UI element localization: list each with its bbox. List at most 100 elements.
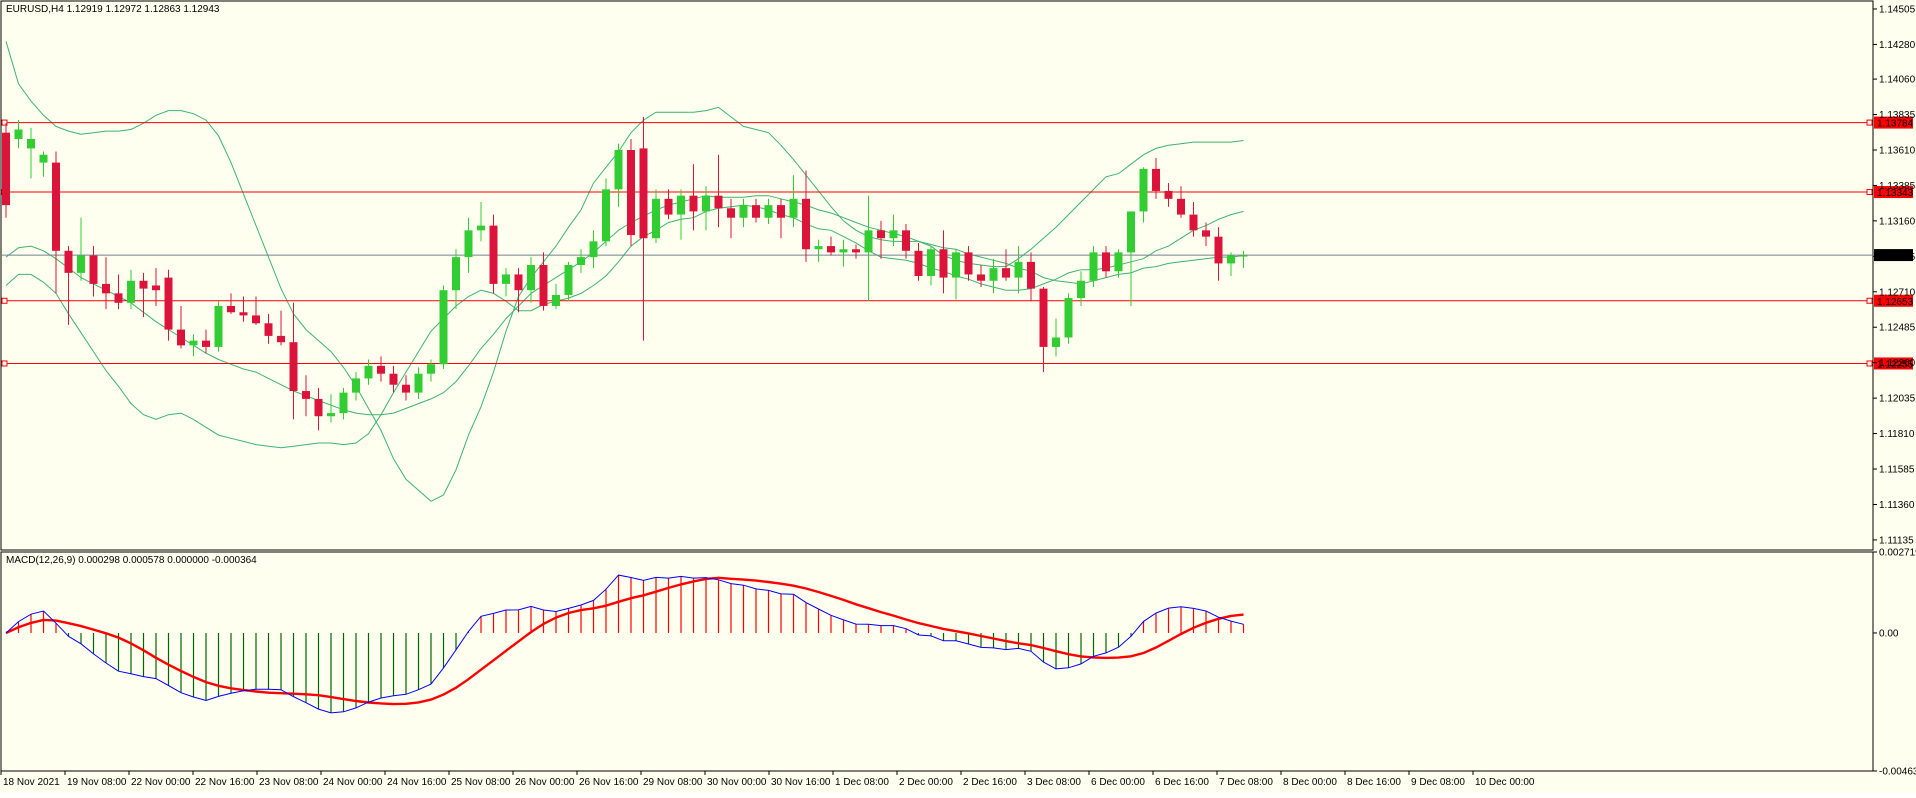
candle (77, 217, 85, 281)
candle-body (1027, 261, 1035, 289)
candle (989, 258, 998, 294)
candle (427, 359, 435, 382)
candle-body (152, 285, 160, 291)
candle-body (139, 280, 148, 289)
price-tick-label: 1.12035 (1879, 394, 1916, 405)
macd-tick-label: 0.00 (1879, 628, 1899, 639)
candle-body (289, 342, 298, 392)
candle-body (377, 365, 385, 374)
candle (702, 186, 710, 231)
time-tick-label: 26 Nov 16:00 (579, 777, 639, 788)
candle-body (464, 230, 473, 258)
candle-body (239, 312, 248, 316)
candle-body (214, 305, 223, 347)
candle (789, 175, 798, 228)
candle-body (727, 208, 735, 218)
candle-body (227, 305, 235, 313)
candle (1039, 287, 1048, 373)
candle (252, 296, 260, 325)
candle (952, 249, 960, 300)
candle-body (39, 154, 48, 163)
price-tick-label: 1.12710 (1879, 287, 1916, 298)
candle-body (102, 283, 110, 294)
macd-pane[interactable] (0, 551, 1874, 772)
candle (1164, 183, 1173, 207)
candle (202, 329, 210, 354)
candle-body (952, 252, 960, 278)
candle (439, 285, 448, 369)
candle-body (477, 225, 485, 231)
time-tick-label: 18 Nov 2021 (3, 777, 60, 788)
candle (389, 365, 398, 393)
candle-body (514, 274, 523, 291)
candle-body (27, 138, 35, 149)
price-tick-label: 1.12935 (1879, 252, 1916, 263)
candle (1102, 246, 1110, 278)
candle (539, 252, 548, 311)
candles (2, 116, 1248, 431)
candle-body (389, 373, 398, 385)
candle-body (802, 198, 810, 250)
candle-body (52, 162, 60, 251)
candle (1202, 222, 1210, 247)
candle (189, 334, 198, 357)
candle-body (64, 250, 73, 273)
candle-body (814, 246, 823, 250)
band-upper-line (5, 41, 1244, 502)
candle (777, 198, 785, 239)
time-tick-label: 24 Nov 16:00 (387, 777, 447, 788)
time-tick-label: 2 Dec 16:00 (963, 777, 1017, 788)
candle-body (1089, 252, 1098, 281)
candle (1139, 167, 1148, 223)
candle-body (1189, 214, 1198, 231)
candle-body (164, 277, 173, 330)
candle (89, 246, 98, 297)
candle-body (1164, 190, 1173, 199)
candle (1227, 252, 1235, 277)
candle-body (1039, 288, 1048, 347)
candle-body (1114, 252, 1123, 272)
candle (864, 195, 873, 302)
candle (14, 120, 23, 149)
level-handle-right (1866, 297, 1873, 304)
time-tick-label: 2 Dec 00:00 (899, 777, 953, 788)
candle-body (764, 205, 773, 218)
candle-body (927, 249, 935, 277)
candle (977, 264, 985, 288)
level-price-tag (1874, 294, 1913, 307)
time-tick-label: 8 Dec 16:00 (1347, 777, 1401, 788)
candle-body (739, 205, 748, 218)
candle (664, 189, 673, 220)
price-tick-label: 1.13160 (1879, 216, 1916, 227)
candle-body (964, 252, 973, 275)
candle (164, 269, 173, 341)
candle-body (689, 195, 698, 212)
candle (102, 257, 110, 310)
candle-body (77, 255, 85, 273)
level-handle-left (1, 360, 8, 367)
candle (677, 189, 685, 240)
candle-body (277, 335, 285, 343)
level-price-label: 1.12255 (1877, 359, 1914, 370)
candle (1002, 249, 1010, 281)
price-tick-label: 1.14060 (1879, 75, 1916, 86)
level-price-label: 1.13784 (1877, 119, 1914, 130)
band-middle-line (5, 195, 1244, 416)
candle (314, 387, 323, 431)
candle (227, 293, 235, 314)
price-tick-label: 1.14280 (1879, 40, 1916, 51)
level-price-tag (1874, 186, 1913, 199)
candle-body (264, 323, 273, 336)
candle-body (914, 250, 923, 277)
candle-body (452, 257, 460, 291)
candle (1214, 227, 1223, 281)
price-tick-label: 1.13610 (1879, 145, 1916, 156)
macd-tick-label: 0.002719 (1879, 548, 1916, 559)
price-pane[interactable] (0, 0, 1874, 551)
candle-body (639, 148, 648, 239)
horizontal-levels[interactable]: 1.13784 1.13343 1.12653 1.12255 1.12943 (1, 116, 1914, 371)
macd-indicator: 0.002719 0.00 -0.004636 (5, 548, 1916, 778)
price-tick-label: 1.13385 (1879, 181, 1916, 192)
